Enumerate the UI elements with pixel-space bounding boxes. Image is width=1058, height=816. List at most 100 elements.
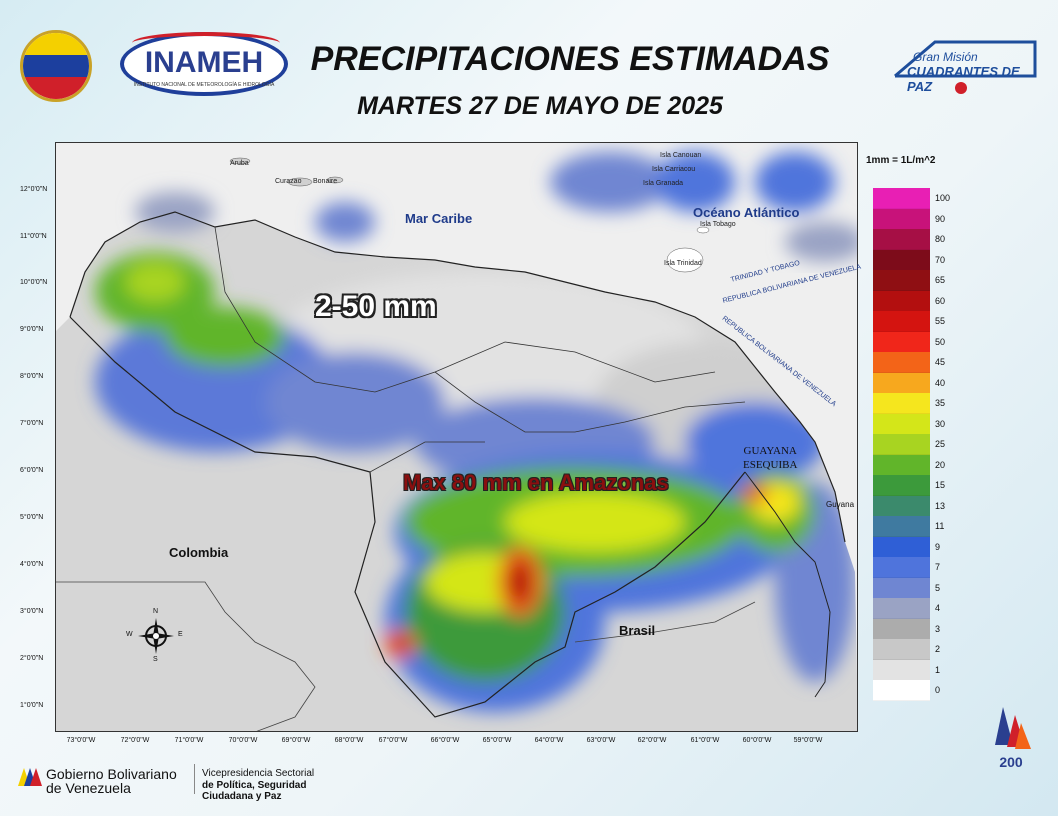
legend-item: 60 [873,290,963,312]
lon-tick: 73°0'0"W [66,737,96,744]
legend-item: 80 [873,229,963,250]
cuadrantes-de-paz-logo: Gran Misión CUADRANTES DE PAZ [885,28,1045,100]
lon-tick: 71°0'0"W [174,737,204,744]
legend-item: 45 [873,352,963,373]
legend-value: 4 [935,603,941,613]
legend-value: 80 [935,234,946,244]
legend-swatch [873,372,930,394]
footer-vp-line2: de Política, Seguridad Ciudadana y Paz [202,780,307,802]
legend-item: 20 [873,454,963,476]
lon-tick: 60°0'0"W [742,737,772,744]
header-banner: INAMEH INSTITUTO NACIONAL DE METEOROLOGÍ… [0,0,1058,135]
label-guayana-line2: ESEQUIBA [743,459,798,471]
legend-value: 70 [935,254,946,265]
legend-swatch [873,475,930,496]
legend-swatch [873,249,930,271]
legend-value: 20 [935,459,946,470]
label-guayana-line1: GUAYANA [743,445,797,457]
legend-swatch [873,188,930,209]
legend-item: 90 [873,208,963,230]
legend-value: 13 [935,500,946,511]
legend-swatch [873,270,930,291]
annotation-max: Max 80 mm en Amazonas [403,470,669,495]
legend-swatch [873,618,930,640]
lon-tick: 59°0'0"W [793,737,823,744]
lon-tick: 64°0'0"W [534,737,564,744]
bicentenario-number: 200 [999,754,1023,770]
lon-tick: 67°0'0"W [378,737,408,744]
legend-item: 11 [873,516,963,537]
label-granada: Isla Granada [643,180,684,187]
legend-item: 40 [873,372,963,394]
label-brasil: Brasil [619,623,656,638]
compass-rose-icon: N S W E [126,608,183,663]
precipitation-map [55,142,858,732]
legend-value: 15 [935,480,946,490]
legend-value: 2 [935,644,941,654]
legend-value: 5 [935,582,941,593]
legend-swatch [873,680,930,701]
label-guayana-esequiba: GUAYANA ESEQUIBA [743,444,797,472]
legend-swatch [873,229,930,250]
lat-tick: 11°0'0"N [20,233,47,240]
lat-tick: 12°0'0"N [20,186,48,193]
legend-value: 50 [935,336,946,347]
legend-value: 55 [935,316,946,326]
lat-tick: 3°0'0"N [20,608,44,615]
lon-tick: 70°0'0"W [228,737,258,744]
legend-value: 1 [935,664,941,675]
legend-item: 4 [873,598,963,619]
footer-government: Gobierno Bolivariano de Venezuela Vicepr… [16,764,356,802]
lon-tick: 62°0'0"W [637,737,667,744]
legend-item: 65 [873,270,963,291]
label-tobago: Isla Tobago [700,221,736,228]
label-oceano-atlantico: Océano Atlántico [693,205,800,220]
label-mar-caribe: Mar Caribe [405,211,473,226]
footer-divider [194,764,195,794]
lon-tick: 61°0'0"W [690,737,720,744]
legend-swatch [873,639,930,660]
legend-title: 1mm = 1L/m^2 [866,155,936,166]
label-carriacou: Isla Carriacou [652,166,696,173]
compass-s: S [153,656,158,663]
legend-swatch [873,577,930,599]
label-guyana: Guyana [826,500,855,509]
legend-item: 3 [873,618,963,640]
compass-w: W [126,631,133,638]
lat-tick: 1°0'0"N [20,702,44,709]
legend-swatch [873,516,930,537]
legend-swatch [873,536,930,558]
legend-value: 45 [935,357,946,367]
lat-tick: 10°0'0"N [20,279,48,286]
lat-tick: 9°0'0"N [20,326,44,333]
legend-value: 30 [935,418,946,429]
label-trinidad: Isla Trinidad [664,260,702,267]
lat-tick: 7°0'0"N [20,420,44,427]
legend-swatch [873,454,930,476]
legend-item: 9 [873,536,963,558]
footer-vp-line1: Vicepresidencia Sectorial [202,768,315,779]
legend-item: 5 [873,577,963,599]
cuadrantes-logo-line2: CUADRANTES DE PAZ [907,64,1020,94]
inameh-logo-subtext: INSTITUTO NACIONAL DE METEOROLOGÍA E HID… [133,82,275,88]
lat-tick: 2°0'0"N [20,655,44,662]
legend-swatch [873,413,930,435]
legend-item: 0 [873,680,963,701]
legend-item: 1 [873,659,963,681]
footer-gov-line2: de Venezuela [46,780,131,796]
lon-tick: 65°0'0"W [482,737,512,744]
lat-tick: 4°0'0"N [20,561,44,568]
legend-item: 13 [873,495,963,517]
house-outline-icon [894,40,1037,94]
cuadrantes-logo-line1: Gran Misión [913,50,978,64]
legend-swatch [873,557,930,578]
legend-swatch [873,598,930,619]
lat-tick: 6°0'0"N [20,467,44,474]
legend-value: 7 [935,562,941,572]
label-colombia: Colombia [169,545,229,560]
legend-value: 9 [935,541,941,552]
footer-gov-line1: Gobierno Bolivariano [46,766,177,782]
legend-value: 25 [935,439,946,449]
lon-tick: 63°0'0"W [586,737,616,744]
legend-item: 35 [873,393,963,414]
